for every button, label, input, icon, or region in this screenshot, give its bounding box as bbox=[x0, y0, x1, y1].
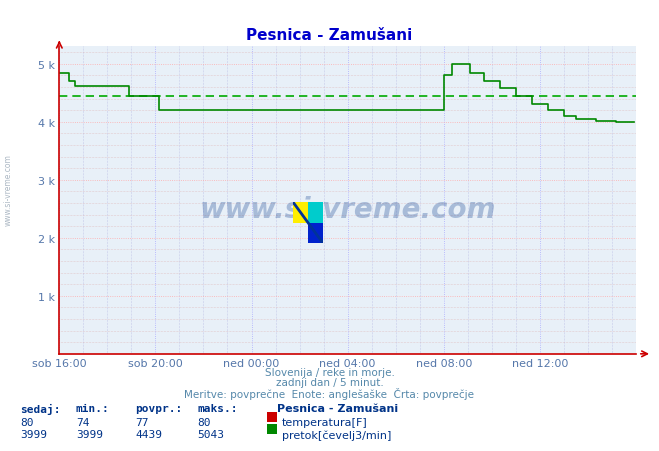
Text: zadnji dan / 5 minut.: zadnji dan / 5 minut. bbox=[275, 377, 384, 387]
Text: Pesnica - Zamušani: Pesnica - Zamušani bbox=[246, 28, 413, 43]
Bar bbox=[308, 203, 323, 223]
Text: www.si-vreme.com: www.si-vreme.com bbox=[4, 153, 13, 226]
Text: pretok[čevelj3/min]: pretok[čevelj3/min] bbox=[282, 429, 391, 440]
Bar bbox=[308, 223, 323, 244]
Text: 3999: 3999 bbox=[76, 429, 103, 439]
Text: Slovenija / reke in morje.: Slovenija / reke in morje. bbox=[264, 368, 395, 377]
Text: 80: 80 bbox=[198, 417, 211, 427]
Text: 74: 74 bbox=[76, 417, 89, 427]
Text: min.:: min.: bbox=[76, 403, 109, 413]
Text: povpr.:: povpr.: bbox=[135, 403, 183, 413]
Bar bbox=[293, 203, 308, 223]
Text: 3999: 3999 bbox=[20, 429, 47, 439]
Text: Meritve: povprečne  Enote: anglešaške  Črta: povprečje: Meritve: povprečne Enote: anglešaške Črt… bbox=[185, 387, 474, 400]
Text: Pesnica - Zamušani: Pesnica - Zamušani bbox=[277, 403, 398, 413]
Text: temperatura[F]: temperatura[F] bbox=[282, 417, 368, 427]
Text: maks.:: maks.: bbox=[198, 403, 238, 413]
Text: 77: 77 bbox=[135, 417, 148, 427]
Text: www.si-vreme.com: www.si-vreme.com bbox=[200, 196, 496, 224]
Text: 5043: 5043 bbox=[198, 429, 225, 439]
Text: sedaj:: sedaj: bbox=[20, 403, 60, 414]
Text: 80: 80 bbox=[20, 417, 33, 427]
Text: 4439: 4439 bbox=[135, 429, 162, 439]
